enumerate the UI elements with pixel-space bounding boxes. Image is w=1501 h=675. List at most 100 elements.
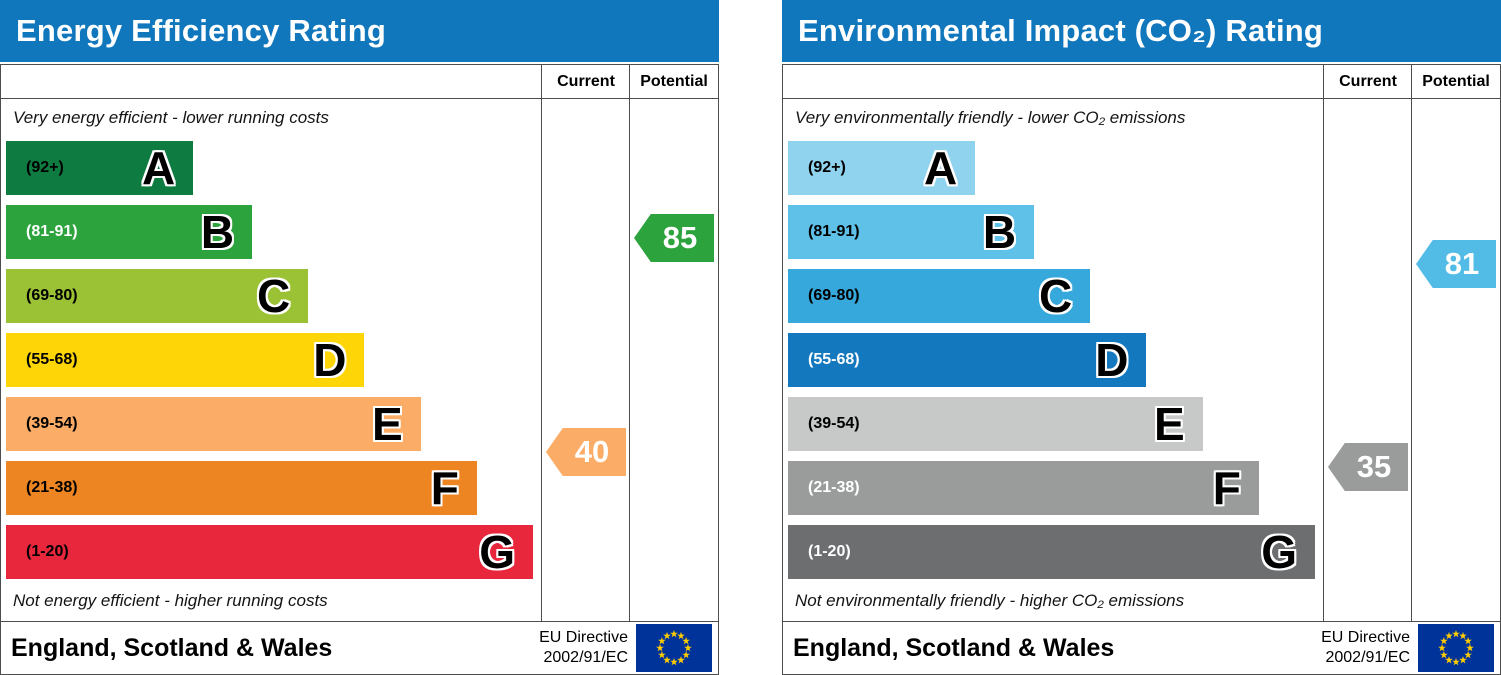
band-row: (1-20) G (6, 520, 541, 584)
region-label: England, Scotland & Wales (11, 633, 333, 662)
band-range-label: (21-38) (26, 479, 78, 496)
rating-bands: (92+) A (81-91) B (69-80) C (783, 136, 1323, 584)
column-divider (541, 65, 542, 621)
environmental-impact-rating-panel: Environmental Impact (CO₂) Rating Curren… (782, 0, 1501, 675)
top-caption: Very energy efficient - lower running co… (13, 107, 329, 127)
eu-directive-line2: 2002/91/EC (543, 649, 628, 666)
band-letter: C (257, 270, 291, 322)
band-bar-b: (81-91) B (788, 205, 1035, 259)
eu-directive-line2: 2002/91/EC (1325, 649, 1410, 666)
band-bar-b: (81-91) B (6, 205, 253, 259)
band-row: (69-80) C (6, 264, 541, 328)
band-letter: C (1039, 270, 1073, 322)
band-row: (81-91) B (788, 200, 1323, 264)
current-column-header: Current (557, 72, 615, 90)
eu-directive-line1: EU Directive (1321, 629, 1410, 646)
band-letter: A (924, 142, 958, 194)
band-letter: B (982, 206, 1017, 258)
band-row: (81-91) B (6, 200, 541, 264)
region-label: England, Scotland & Wales (793, 633, 1115, 662)
band-range-label: (21-38) (808, 479, 860, 496)
band-range-label: (69-80) (808, 287, 860, 304)
bottom-caption: Not energy efficient - higher running co… (13, 590, 328, 610)
energy-efficiency-rating-panel: Energy Efficiency Rating Current Potenti… (0, 0, 719, 675)
band-range-label: (81-91) (26, 223, 78, 240)
energy-panel-title: Energy Efficiency Rating (16, 13, 387, 48)
rating-scale: Very environmentally friendly - lower CO… (783, 99, 1323, 617)
band-letter: E (1153, 398, 1185, 450)
band-bar-d: (55-68) D (788, 333, 1147, 387)
eu-flag-icon (636, 624, 712, 672)
band-row: (39-54) E (788, 392, 1323, 456)
chart-footer: England, Scotland & Wales EU Directive 2… (783, 621, 1500, 674)
band-bar-d: (55-68) D (6, 333, 365, 387)
environmental-title-bar: Environmental Impact (CO₂) Rating (782, 0, 1501, 62)
band-letter: G (479, 526, 515, 578)
energy-chart-table: Current Potential Very energy efficient … (0, 64, 719, 675)
band-letter: A (142, 142, 176, 194)
band-letter: D (313, 334, 347, 386)
potential-column-header: Potential (1422, 72, 1490, 90)
current-rating-marker: 40 (546, 428, 626, 476)
bottom-caption: Not environmentally friendly - higher CO… (795, 590, 1185, 610)
band-row: (55-68) D (6, 328, 541, 392)
band-range-label: (69-80) (26, 287, 78, 304)
band-bar-c: (69-80) C (6, 269, 309, 323)
band-range-label: (92+) (808, 159, 846, 176)
band-range-label: (92+) (26, 159, 64, 176)
rating-bands: (92+) A (81-91) B (69-80) C (1, 136, 541, 584)
band-row: (55-68) D (788, 328, 1323, 392)
band-bar-a: (92+) A (788, 141, 976, 195)
current-rating-value: 40 (574, 434, 610, 469)
band-bar-g: (1-20) G (6, 525, 533, 579)
eu-directive-label: EU Directive 2002/91/EC (539, 628, 628, 668)
band-row: (39-54) E (6, 392, 541, 456)
band-row: (21-38) F (788, 456, 1323, 520)
potential-rating-marker: 85 (634, 214, 714, 262)
band-range-label: (55-68) (26, 351, 78, 368)
band-bar-c: (69-80) C (788, 269, 1091, 323)
current-rating-value: 35 (1356, 449, 1392, 484)
column-divider (1411, 65, 1412, 621)
band-range-label: (81-91) (808, 223, 860, 240)
environmental-panel-title: Environmental Impact (CO₂) Rating (798, 13, 1324, 48)
band-row: (21-38) F (6, 456, 541, 520)
column-header-row: Current Potential (1, 65, 718, 99)
current-rating-marker: 35 (1328, 443, 1408, 491)
band-letter: B (200, 206, 235, 258)
column-header-row: Current Potential (783, 65, 1500, 99)
band-bar-e: (39-54) E (788, 397, 1203, 451)
band-bar-a: (92+) A (6, 141, 194, 195)
band-bar-e: (39-54) E (6, 397, 421, 451)
chart-footer: England, Scotland & Wales EU Directive 2… (1, 621, 718, 674)
top-caption: Very environmentally friendly - lower CO… (795, 107, 1186, 127)
band-bar-g: (1-20) G (788, 525, 1315, 579)
band-row: (69-80) C (788, 264, 1323, 328)
column-divider (629, 65, 630, 621)
band-range-label: (39-54) (808, 415, 860, 432)
band-row: (92+) A (6, 136, 541, 200)
band-bar-f: (21-38) F (788, 461, 1259, 515)
band-bar-f: (21-38) F (6, 461, 477, 515)
band-letter: E (371, 398, 403, 450)
potential-rating-value: 85 (662, 220, 698, 255)
band-row: (92+) A (788, 136, 1323, 200)
band-range-label: (55-68) (808, 351, 860, 368)
rating-scale: Very energy efficient - lower running co… (1, 99, 541, 617)
current-column-header: Current (1339, 72, 1397, 90)
energy-title-bar: Energy Efficiency Rating (0, 0, 719, 62)
potential-column-header: Potential (640, 72, 708, 90)
band-range-label: (1-20) (808, 543, 851, 560)
band-row: (1-20) G (788, 520, 1323, 584)
band-letter: D (1095, 334, 1129, 386)
column-divider (1323, 65, 1324, 621)
band-range-label: (39-54) (26, 415, 78, 432)
eu-directive-line1: EU Directive (539, 629, 628, 646)
band-letter: G (1261, 526, 1297, 578)
potential-rating-value: 81 (1444, 246, 1480, 281)
environmental-chart-table: Current Potential Very environmentally f… (782, 64, 1501, 675)
eu-flag-icon (1418, 624, 1494, 672)
band-letter: F (430, 462, 459, 514)
band-letter: F (1212, 462, 1241, 514)
band-range-label: (1-20) (26, 543, 69, 560)
